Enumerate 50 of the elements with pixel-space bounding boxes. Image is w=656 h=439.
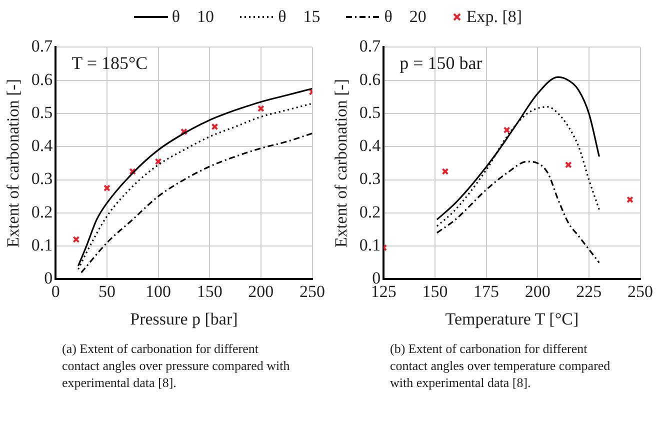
point <box>442 168 449 175</box>
y-tick-label: 0.1 <box>359 236 381 255</box>
point <box>503 126 510 134</box>
x-tick-label: 150 <box>196 282 222 301</box>
y-tick-label: 0.5 <box>31 102 53 122</box>
legend-label: θ 20 <box>384 7 426 27</box>
point <box>626 196 634 204</box>
point <box>72 236 80 243</box>
x-tick-label: 250 <box>628 282 653 301</box>
x-tick-label: 100 <box>146 282 172 301</box>
y-tick-label: 0.1 <box>31 236 53 255</box>
y-tick-label: 0.4 <box>359 136 382 156</box>
x-tick-label: 150 <box>422 282 448 301</box>
x-tick-label: 50 <box>98 282 116 301</box>
legend-label: θ 10 <box>172 7 214 27</box>
x-tick-label: 200 <box>248 282 274 301</box>
y-tick-label: 0.2 <box>359 202 381 222</box>
y-tick-label: 0.6 <box>359 70 381 89</box>
annotation: p = 150 bar <box>400 52 482 73</box>
legend-label: Exp. [8] <box>466 7 522 27</box>
point <box>154 158 162 166</box>
y-tick-label: 0.7 <box>31 36 54 56</box>
y-axis-title: Extent of carbonation [-] <box>4 78 23 248</box>
y-tick-label: 0.3 <box>359 169 381 188</box>
legend-label: θ 15 <box>278 7 320 27</box>
line-series <box>80 132 312 274</box>
y-tick-label: 0.6 <box>31 70 53 89</box>
x-tick-label: 250 <box>300 282 325 301</box>
x-tick-label: 200 <box>524 282 550 301</box>
point <box>257 105 264 112</box>
y-tick-label: 0.4 <box>31 136 54 156</box>
y-axis-title: Extent of carbonation [-] <box>332 78 351 248</box>
y-tick-label: 0 <box>44 268 53 288</box>
y-tick-label: 0.5 <box>359 102 381 122</box>
x-tick-label: 175 <box>474 282 500 301</box>
point <box>129 168 136 175</box>
y-tick-label: 0.7 <box>359 36 382 56</box>
y-tick-label: 0.3 <box>31 169 53 188</box>
line-series <box>436 160 600 264</box>
annotation: T = 185°C <box>72 52 148 73</box>
point <box>564 161 572 168</box>
text: (b) Extent of carbonation for different contact angles over temperature compared with experimental data [8]. <box>390 340 612 391</box>
x-axis-title: Pressure p [bar] <box>130 309 238 328</box>
y-tick-label: 0.2 <box>31 202 53 222</box>
text: (a) Extent of carbonation for different contact angles over pressure compared with experimental data [8]. <box>62 340 291 391</box>
x-tick-label: 225 <box>576 282 602 301</box>
point <box>103 184 110 192</box>
point <box>211 123 218 130</box>
point <box>180 128 188 136</box>
x-axis-title: Temperature T [°C] <box>445 309 579 328</box>
